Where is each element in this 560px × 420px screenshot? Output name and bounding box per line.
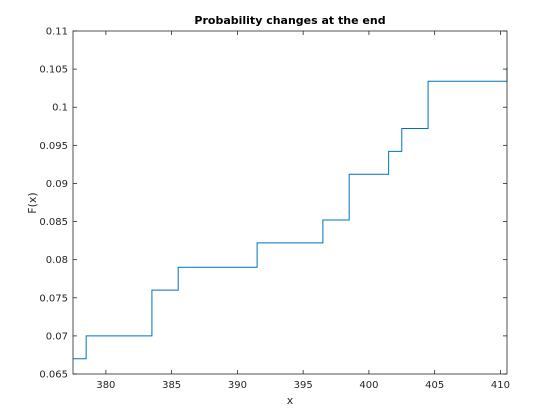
x-tick-label: 385 xyxy=(162,380,181,391)
y-tick-label: 0.085 xyxy=(39,217,68,228)
y-tick-label: 0.11 xyxy=(46,27,68,38)
x-tick-label: 410 xyxy=(491,380,510,391)
y-tick-label: 0.105 xyxy=(39,65,68,76)
y-ticks: 0.065 0.07 0.075 0.08 0.085 0.09 0.095 0.1 0.105… xyxy=(39,27,507,381)
y-tick-label: 0.07 xyxy=(46,331,68,342)
y-tick-label: 0.075 xyxy=(39,293,68,304)
y-tick-label: 0.1 xyxy=(52,103,68,114)
y-tick-label: 0.08 xyxy=(46,255,68,266)
axes-box xyxy=(72,30,508,375)
x-tick-label: 395 xyxy=(294,380,313,391)
x-ticks: 380 385 390 395 400 405 410 xyxy=(96,31,510,391)
y-tick-label: 0.09 xyxy=(46,179,68,190)
series-layer xyxy=(73,67,508,360)
x-axis-label: x xyxy=(287,394,294,407)
chart-title: Probability changes at the end xyxy=(194,14,385,27)
y-tick-label: 0.095 xyxy=(39,141,68,152)
x-tick-label: 405 xyxy=(425,380,444,391)
plot-area xyxy=(73,31,507,374)
y-tick-label: 0.065 xyxy=(39,370,68,381)
x-tick-label: 400 xyxy=(359,380,378,391)
x-tick-label: 390 xyxy=(228,380,247,391)
series-line-0 xyxy=(73,67,508,360)
x-tick-label: 380 xyxy=(96,380,115,391)
y-axis-label: F(x) xyxy=(26,192,39,213)
